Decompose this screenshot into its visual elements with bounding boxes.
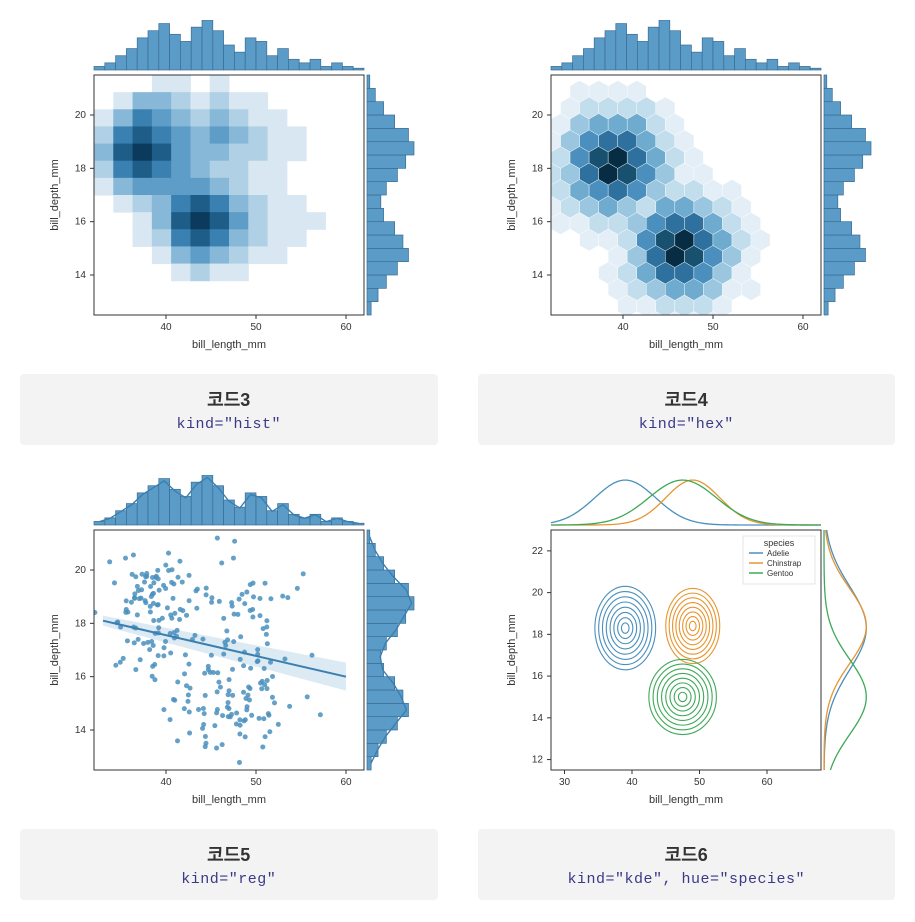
svg-text:18: 18 [75,163,87,174]
panel-hist: 40 50 60 14 16 18 20 bill_length_mm bill_depth_m… [20,20,438,445]
svg-text:12: 12 [532,755,544,766]
svg-text:50: 50 [708,322,720,333]
svg-text:16: 16 [532,217,544,228]
svg-text:60: 60 [340,777,352,788]
svg-text:14: 14 [532,713,544,724]
caption-title: 코드3 [40,386,418,412]
svg-text:50: 50 [250,322,262,333]
caption-hex: 코드4 kind="hex" [478,374,896,445]
svg-text:50: 50 [694,777,706,788]
svg-text:18: 18 [532,629,544,640]
panel-kde: 30 40 50 60 12 14 16 18 20 22 bill_length_mm bill_d… [478,475,896,900]
svg-text:22: 22 [532,546,544,557]
caption-title: 코드6 [498,841,876,867]
svg-text:18: 18 [75,618,87,629]
svg-text:60: 60 [340,322,352,333]
svg-text:18: 18 [532,163,544,174]
svg-text:Chinstrap: Chinstrap [767,559,802,568]
caption-title: 코드4 [498,386,876,412]
svg-text:bill_length_mm: bill_length_mm [192,339,266,351]
svg-text:20: 20 [75,565,87,576]
caption-code: kind="reg" [40,871,418,888]
svg-text:40: 40 [160,777,172,788]
chart-reg: 40 50 60 14 16 18 20 bill_length_mm bill_depth_m… [39,475,419,815]
svg-text:16: 16 [532,671,544,682]
svg-text:60: 60 [762,777,774,788]
svg-text:bill_length_mm: bill_length_mm [649,794,723,806]
caption-code: kind="hex" [498,416,876,433]
svg-text:bill_length_mm: bill_length_mm [192,794,266,806]
svg-text:60: 60 [798,322,810,333]
caption-hist: 코드3 kind="hist" [20,374,438,445]
svg-text:bill_depth_mm: bill_depth_mm [49,614,61,686]
svg-text:40: 40 [627,777,639,788]
svg-text:50: 50 [250,777,262,788]
svg-text:20: 20 [75,110,87,121]
svg-text:20: 20 [532,110,544,121]
svg-text:bill_depth_mm: bill_depth_mm [49,159,61,231]
svg-text:bill_depth_mm: bill_depth_mm [506,159,518,231]
caption-title: 코드5 [40,841,418,867]
chart-grid: 40 50 60 14 16 18 20 bill_length_mm bill_depth_m… [20,20,895,900]
caption-reg: 코드5 kind="reg" [20,829,438,900]
svg-text:14: 14 [532,270,544,281]
svg-text:14: 14 [75,725,87,736]
svg-text:Adelie: Adelie [767,549,790,558]
panel-hex: 40 50 60 14 16 18 20 bill_length_mm bill_depth_m… [478,20,896,445]
panel-reg: 40 50 60 14 16 18 20 bill_length_mm bill_depth_m… [20,475,438,900]
svg-text:30: 30 [559,777,571,788]
svg-text:bill_length_mm: bill_length_mm [649,339,723,351]
svg-text:16: 16 [75,217,87,228]
svg-text:species: species [764,538,795,548]
svg-text:40: 40 [160,322,172,333]
chart-hex: 40 50 60 14 16 18 20 bill_length_mm bill_depth_m… [496,20,876,360]
svg-text:bill_depth_mm: bill_depth_mm [506,614,518,686]
svg-text:14: 14 [75,270,87,281]
svg-text:20: 20 [532,588,544,599]
chart-hist: 40 50 60 14 16 18 20 bill_length_mm bill_depth_m… [39,20,419,360]
svg-text:40: 40 [618,322,630,333]
chart-kde: 30 40 50 60 12 14 16 18 20 22 bill_length_mm bill_d… [496,475,876,815]
caption-kde: 코드6 kind="kde", hue="species" [478,829,896,900]
caption-code: kind="hist" [40,416,418,433]
svg-text:16: 16 [75,672,87,683]
caption-code: kind="kde", hue="species" [498,871,876,888]
svg-text:Gentoo: Gentoo [767,569,794,578]
